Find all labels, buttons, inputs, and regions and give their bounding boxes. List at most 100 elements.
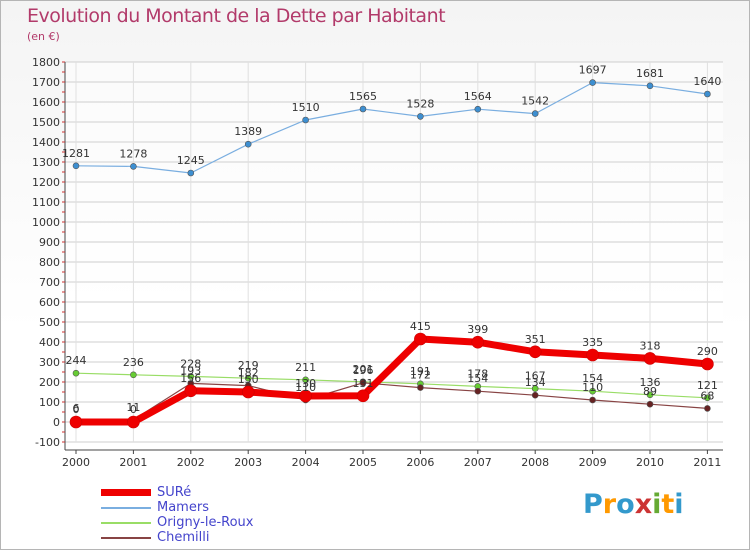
data-label: 191 (410, 365, 431, 378)
data-point (704, 90, 711, 98)
data-point (528, 345, 542, 359)
data-label: 1245 (177, 154, 205, 167)
y-tick-label: 100 (39, 396, 60, 409)
chart-subtitle: (en €) (27, 30, 60, 43)
x-tick-label: 2007 (464, 456, 492, 469)
y-tick-label: 1700 (32, 76, 60, 89)
data-label: 211 (295, 361, 316, 374)
data-label: 150 (238, 373, 259, 386)
y-tick-label: 1100 (32, 196, 60, 209)
y-tick-label: 0 (53, 416, 60, 429)
chart-title: Evolution du Montant de la Dette par Hab… (27, 5, 446, 27)
data-point (187, 169, 195, 177)
series-line-mamers (75, 81, 709, 174)
data-label: 1278 (119, 147, 147, 160)
data-label: 136 (640, 376, 661, 389)
data-point (474, 387, 482, 395)
data-label: 1528 (406, 97, 434, 110)
data-label: 236 (123, 356, 144, 369)
data-point (72, 369, 80, 377)
data-label: 110 (582, 381, 603, 394)
y-tick-label: 700 (39, 276, 60, 289)
logo-letter: P (583, 489, 603, 520)
legend: SURé Mamers Origny-le-Roux Chemilli (101, 485, 253, 545)
y-tick-label: 300 (39, 356, 60, 369)
data-point (417, 384, 424, 391)
data-label: 1565 (349, 90, 377, 103)
data-label: 1697 (579, 64, 607, 77)
data-label: 110 (295, 381, 316, 394)
data-label: 351 (525, 333, 546, 346)
y-tick-label: 1600 (32, 96, 60, 109)
data-point (244, 374, 252, 382)
data-point (244, 140, 252, 148)
data-label: 154 (467, 372, 488, 385)
x-tick-label: 2011 (693, 456, 721, 469)
data-label: 415 (410, 320, 431, 333)
data-point (417, 113, 424, 120)
y-tick-label: 1200 (32, 176, 60, 189)
x-tick-label: 2004 (292, 456, 320, 469)
data-point (187, 373, 195, 380)
logo-letter: r (602, 489, 617, 520)
data-point (586, 348, 599, 362)
series-line-origny-le-roux (75, 372, 709, 399)
logo-letter: o (616, 489, 635, 520)
legend-item-chemilli: Chemilli (101, 530, 253, 545)
y-tick-label: 500 (39, 316, 60, 329)
plot-area (65, 62, 723, 442)
x-tick-label: 2000 (62, 456, 90, 469)
data-point (646, 391, 654, 399)
series-line-sur- (72, 335, 711, 426)
legend-swatch-sure (101, 489, 151, 496)
data-label: 399 (467, 323, 488, 336)
data-label: 228 (180, 357, 201, 370)
y-tick-label: 600 (39, 296, 60, 309)
data-point (589, 79, 596, 86)
data-point (241, 385, 255, 399)
legend-label: SURé (157, 485, 192, 500)
data-label: 193 (180, 364, 201, 377)
data-point (356, 389, 370, 403)
x-tick-label: 2008 (521, 456, 549, 469)
legend-label: Mamers (157, 500, 209, 515)
y-tick-label: 900 (39, 236, 60, 249)
data-label: 1389 (234, 125, 262, 138)
data-point (646, 82, 654, 90)
data-point (302, 116, 309, 124)
x-tick-label: 2006 (406, 456, 434, 469)
data-point (359, 105, 367, 113)
legend-swatch-chemilli (101, 536, 151, 539)
data-label: 89 (643, 385, 657, 398)
y-tick-label: 1500 (32, 116, 60, 129)
legend-label: Chemilli (157, 530, 210, 545)
x-tick-label: 2002 (177, 456, 205, 469)
proxiti-logo: Proxiti (583, 489, 684, 520)
data-point (130, 371, 137, 379)
data-label: 318 (640, 339, 661, 352)
data-point (302, 376, 309, 384)
data-point (414, 332, 427, 346)
legend-item-mamers: Mamers (101, 500, 253, 515)
data-point (704, 405, 711, 412)
y-tick-label: 800 (39, 256, 60, 269)
legend-label: Origny-le-Roux (157, 515, 254, 530)
x-tick-label: 2003 (234, 456, 262, 469)
y-tick-label: 1400 (32, 136, 60, 149)
data-label: 1681 (636, 67, 664, 80)
data-label: 68 (700, 389, 714, 402)
y-tick-label: 1800 (32, 56, 60, 69)
data-point (531, 385, 539, 392)
data-point (646, 400, 654, 408)
data-label: 172 (410, 369, 431, 382)
data-label: 1542 (521, 95, 549, 108)
x-tick-label: 2001 (119, 456, 147, 469)
data-label: 0 (130, 403, 137, 416)
data-label: 1281 (62, 147, 90, 160)
y-tick-label: 200 (39, 376, 60, 389)
data-label: 1564 (464, 90, 492, 103)
series-line-chemilli (75, 382, 709, 422)
data-point (589, 387, 596, 395)
